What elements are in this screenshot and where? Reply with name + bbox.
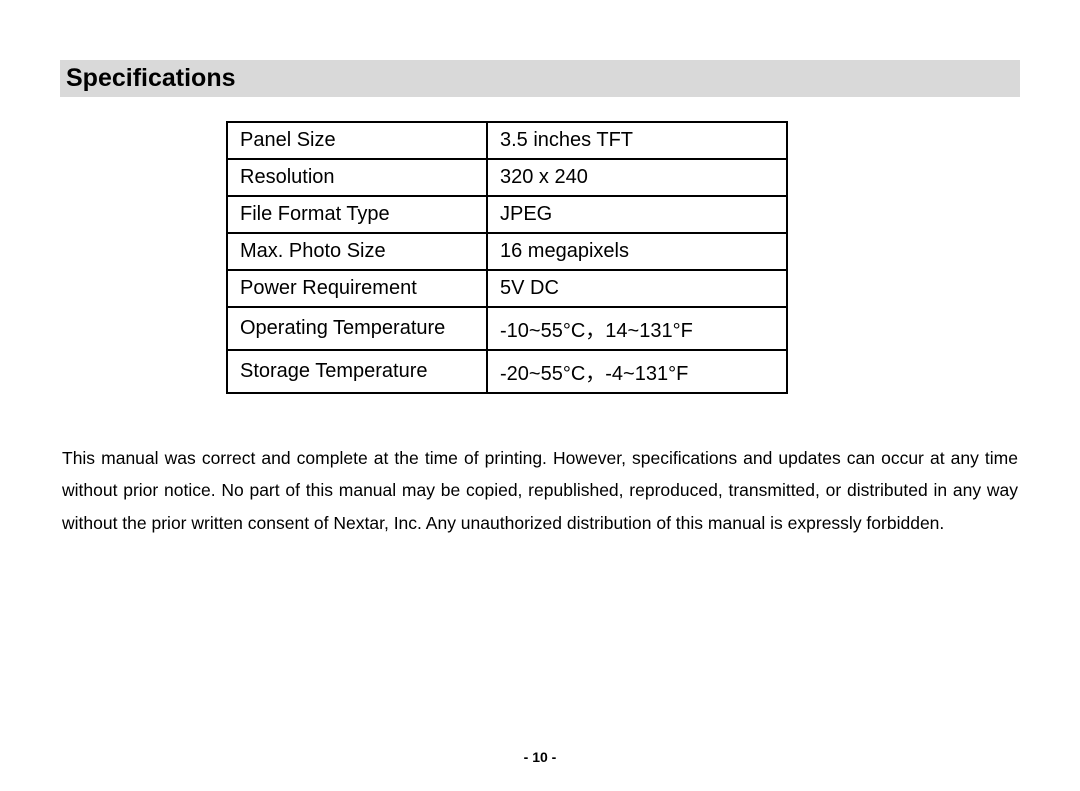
specifications-table: Panel Size 3.5 inches TFT Resolution 320… (226, 121, 788, 394)
table-row: Panel Size 3.5 inches TFT (227, 122, 787, 159)
spec-value: JPEG (487, 196, 787, 233)
spec-label: Power Requirement (227, 270, 487, 307)
section-heading-bar: Specifications (60, 60, 1020, 97)
table-row: Max. Photo Size 16 megapixels (227, 233, 787, 270)
spec-label: Resolution (227, 159, 487, 196)
spec-label: File Format Type (227, 196, 487, 233)
spec-value: -10~55°C，14~131°F (487, 307, 787, 350)
spec-label: Operating Temperature (227, 307, 487, 350)
table-row: Operating Temperature -10~55°C，14~131°F (227, 307, 787, 350)
spec-value: 5V DC (487, 270, 787, 307)
table-row: File Format Type JPEG (227, 196, 787, 233)
table-row: Power Requirement 5V DC (227, 270, 787, 307)
spec-value: 320 x 240 (487, 159, 787, 196)
spec-label: Max. Photo Size (227, 233, 487, 270)
table-row: Resolution 320 x 240 (227, 159, 787, 196)
spec-value: 16 megapixels (487, 233, 787, 270)
spec-label: Storage Temperature (227, 350, 487, 393)
section-heading: Specifications (66, 64, 236, 92)
table-row: Storage Temperature -20~55°C，-4~131°F (227, 350, 787, 393)
disclaimer-text: This manual was correct and complete at … (62, 442, 1018, 539)
spec-value: -20~55°C，-4~131°F (487, 350, 787, 393)
spec-value: 3.5 inches TFT (487, 122, 787, 159)
spec-label: Panel Size (227, 122, 487, 159)
page-number: - 10 - (0, 749, 1080, 765)
